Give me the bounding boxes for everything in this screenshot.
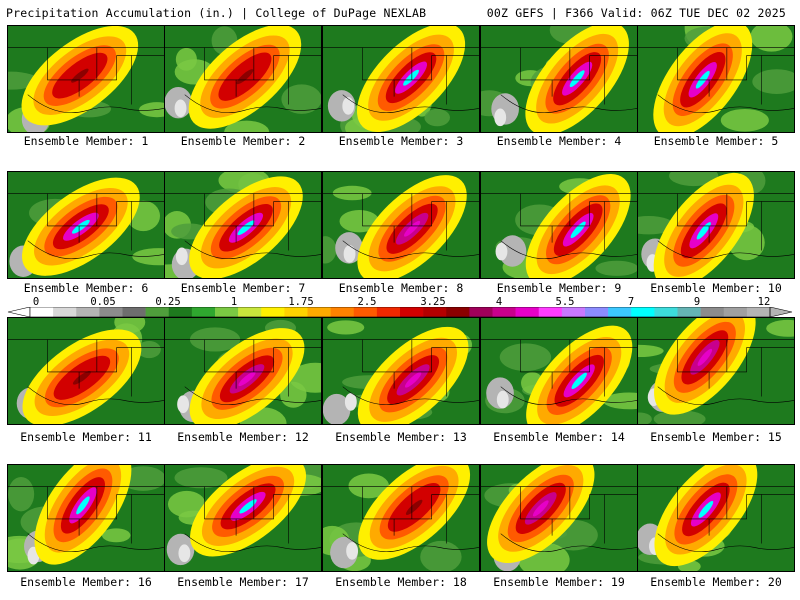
precip-map: [165, 465, 321, 571]
member-label: Ensemble Member: 20: [650, 575, 782, 589]
precip-map: [165, 318, 321, 424]
member-label: Ensemble Member: 9: [496, 281, 622, 295]
ensemble-panel-7: [164, 171, 322, 279]
colorbar-tick-label: 3.25: [420, 296, 446, 308]
colorbar-tick-label: 5.5: [555, 296, 575, 308]
precip-map: [165, 26, 321, 132]
ensemble-panel-20: [637, 464, 795, 572]
precip-map: [8, 465, 164, 571]
member-label: Ensemble Member: 7: [180, 281, 306, 295]
ensemble-panel-5: [637, 25, 795, 133]
precip-map: [638, 26, 794, 132]
member-label: Ensemble Member: 4: [496, 134, 622, 148]
precip-map: [323, 318, 479, 424]
precip-map: [323, 26, 479, 132]
colorbar-tick-label: 2.5: [357, 296, 377, 308]
precip-map: [481, 172, 637, 278]
member-label: Ensemble Member: 5: [653, 134, 779, 148]
ensemble-panel-1: [7, 25, 165, 133]
precip-map: [481, 318, 637, 424]
member-label: Ensemble Member: 1: [23, 134, 149, 148]
member-label: Ensemble Member: 6: [23, 281, 149, 295]
ensemble-panel-2: [164, 25, 322, 133]
member-label: Ensemble Member: 10: [650, 281, 782, 295]
ensemble-panel-14: [480, 317, 638, 425]
colorbar-tick-label: 9: [693, 296, 701, 308]
member-label: Ensemble Member: 12: [177, 430, 309, 444]
ensemble-panel-10: [637, 171, 795, 279]
member-label: Ensemble Member: 17: [177, 575, 309, 589]
ensemble-panel-18: [322, 464, 480, 572]
precip-map: [638, 172, 794, 278]
precip-colorbar: 0 0.05 0.25 1 1.75 2.5 3.25 4 5.5 7 9 12: [0, 296, 800, 320]
ensemble-panel-15: [637, 317, 795, 425]
precip-map: [8, 26, 164, 132]
precip-map: [323, 172, 479, 278]
colorbar-tick-label: 0.25: [155, 296, 181, 308]
product-title: Precipitation Accumulation (in.) | Colle…: [6, 6, 427, 20]
precip-map: [638, 318, 794, 424]
ensemble-panel-17: [164, 464, 322, 572]
member-label: Ensemble Member: 2: [180, 134, 306, 148]
member-label: Ensemble Member: 16: [20, 575, 152, 589]
colorbar-tick-label: 12: [757, 296, 771, 308]
ensemble-panel-16: [7, 464, 165, 572]
precip-map: [8, 172, 164, 278]
colorbar-tick-label: 0: [32, 296, 40, 308]
ensemble-panel-4: [480, 25, 638, 133]
precip-map: [638, 465, 794, 571]
member-label: Ensemble Member: 11: [20, 430, 152, 444]
ensemble-panel-6: [7, 171, 165, 279]
member-label: Ensemble Member: 15: [650, 430, 782, 444]
run-info: 00Z GEFS | F366 Valid: 06Z TUE DEC 02 20…: [486, 6, 786, 20]
precip-map: [481, 465, 637, 571]
colorbar-tick-label: 0.05: [90, 296, 116, 308]
ensemble-panel-11: [7, 317, 165, 425]
precip-map: [165, 172, 321, 278]
header: Precipitation Accumulation (in.) | Colle…: [0, 0, 800, 24]
colorbar-tick-label: 1: [230, 296, 238, 308]
ensemble-panel-3: [322, 25, 480, 133]
member-label: Ensemble Member: 14: [493, 430, 625, 444]
member-label: Ensemble Member: 19: [493, 575, 625, 589]
colorbar-tick-label: 4: [495, 296, 503, 308]
precip-map: [481, 26, 637, 132]
colorbar-tick-label: 7: [627, 296, 635, 308]
ensemble-panel-19: [480, 464, 638, 572]
member-label: Ensemble Member: 3: [338, 134, 464, 148]
member-label: Ensemble Member: 13: [335, 430, 467, 444]
colorbar-tick-label: 1.75: [288, 296, 314, 308]
ensemble-panel-8: [322, 171, 480, 279]
colorbar-strip: [7, 307, 793, 317]
ensemble-panel-12: [164, 317, 322, 425]
precip-map: [323, 465, 479, 571]
member-label: Ensemble Member: 8: [338, 281, 464, 295]
ensemble-panel-9: [480, 171, 638, 279]
member-label: Ensemble Member: 18: [335, 575, 467, 589]
ensemble-panel-13: [322, 317, 480, 425]
precip-map: [8, 318, 164, 424]
